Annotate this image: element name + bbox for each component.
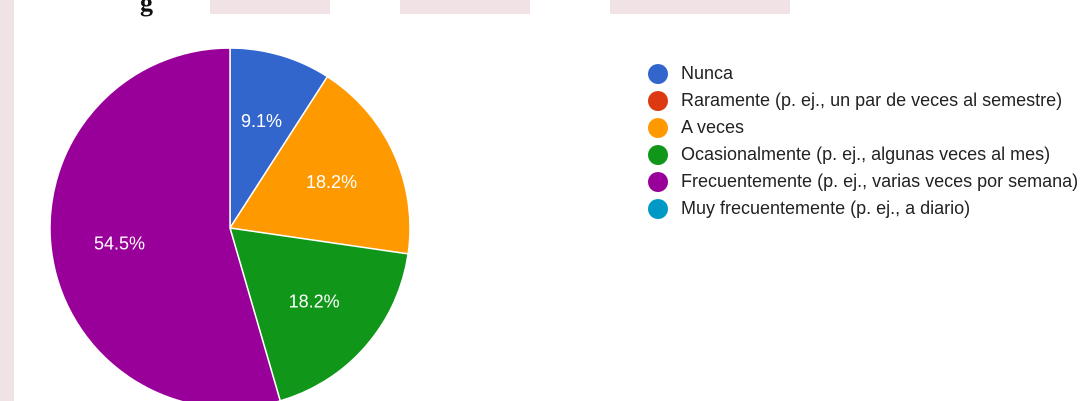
pie-slice-2 [228,75,411,255]
pie-slice-0 [229,47,329,231]
legend-label: Frecuentemente (p. ej., varias veces por… [681,171,1079,191]
pie-slice-label-0: 9.1% [241,111,282,131]
page-title-fragment: g [140,0,153,17]
legend-swatch-icon [648,145,668,165]
legend-swatch-icon [648,172,668,192]
legend-item-0: Nunca [646,60,1086,86]
legend-label: Muy frecuentemente (p. ej., a diario) [681,198,971,218]
legend-label: Raramente (p. ej., un par de veces al se… [681,90,1063,110]
pie-chart: 9.1% 18.2% 18.2% 54.5% [49,47,411,401]
legend-swatch-icon [648,199,668,219]
legend-swatch-icon [648,91,668,111]
pie-slice-label-2: 18.2% [306,172,357,192]
pie-slice-label-3: 18.2% [289,291,340,311]
legend-item-1: Raramente (p. ej., un par de veces al se… [646,87,1086,113]
legend-swatch-icon [648,118,668,138]
legend-item-4: Frecuentemente (p. ej., varias veces por… [646,168,1086,194]
pie-slice-label-4: 54.5% [94,234,145,254]
legend-item-3: Ocasionalmente (p. ej., algunas veces al… [646,141,1086,167]
chart-legend: Nunca Raramente (p. ej., un par de veces … [646,60,1086,222]
legend-label: Ocasionalmente (p. ej., algunas veces al… [681,144,1051,164]
legend-label: A veces [681,117,745,137]
legend-swatch-icon [648,64,668,84]
legend-item-2: A veces [646,114,1086,140]
legend-label: Nunca [681,63,734,83]
legend-item-5: Muy frecuentemente (p. ej., a diario) [646,195,1086,221]
pie-slice-4 [49,47,282,401]
pie-slice-3 [228,227,409,401]
